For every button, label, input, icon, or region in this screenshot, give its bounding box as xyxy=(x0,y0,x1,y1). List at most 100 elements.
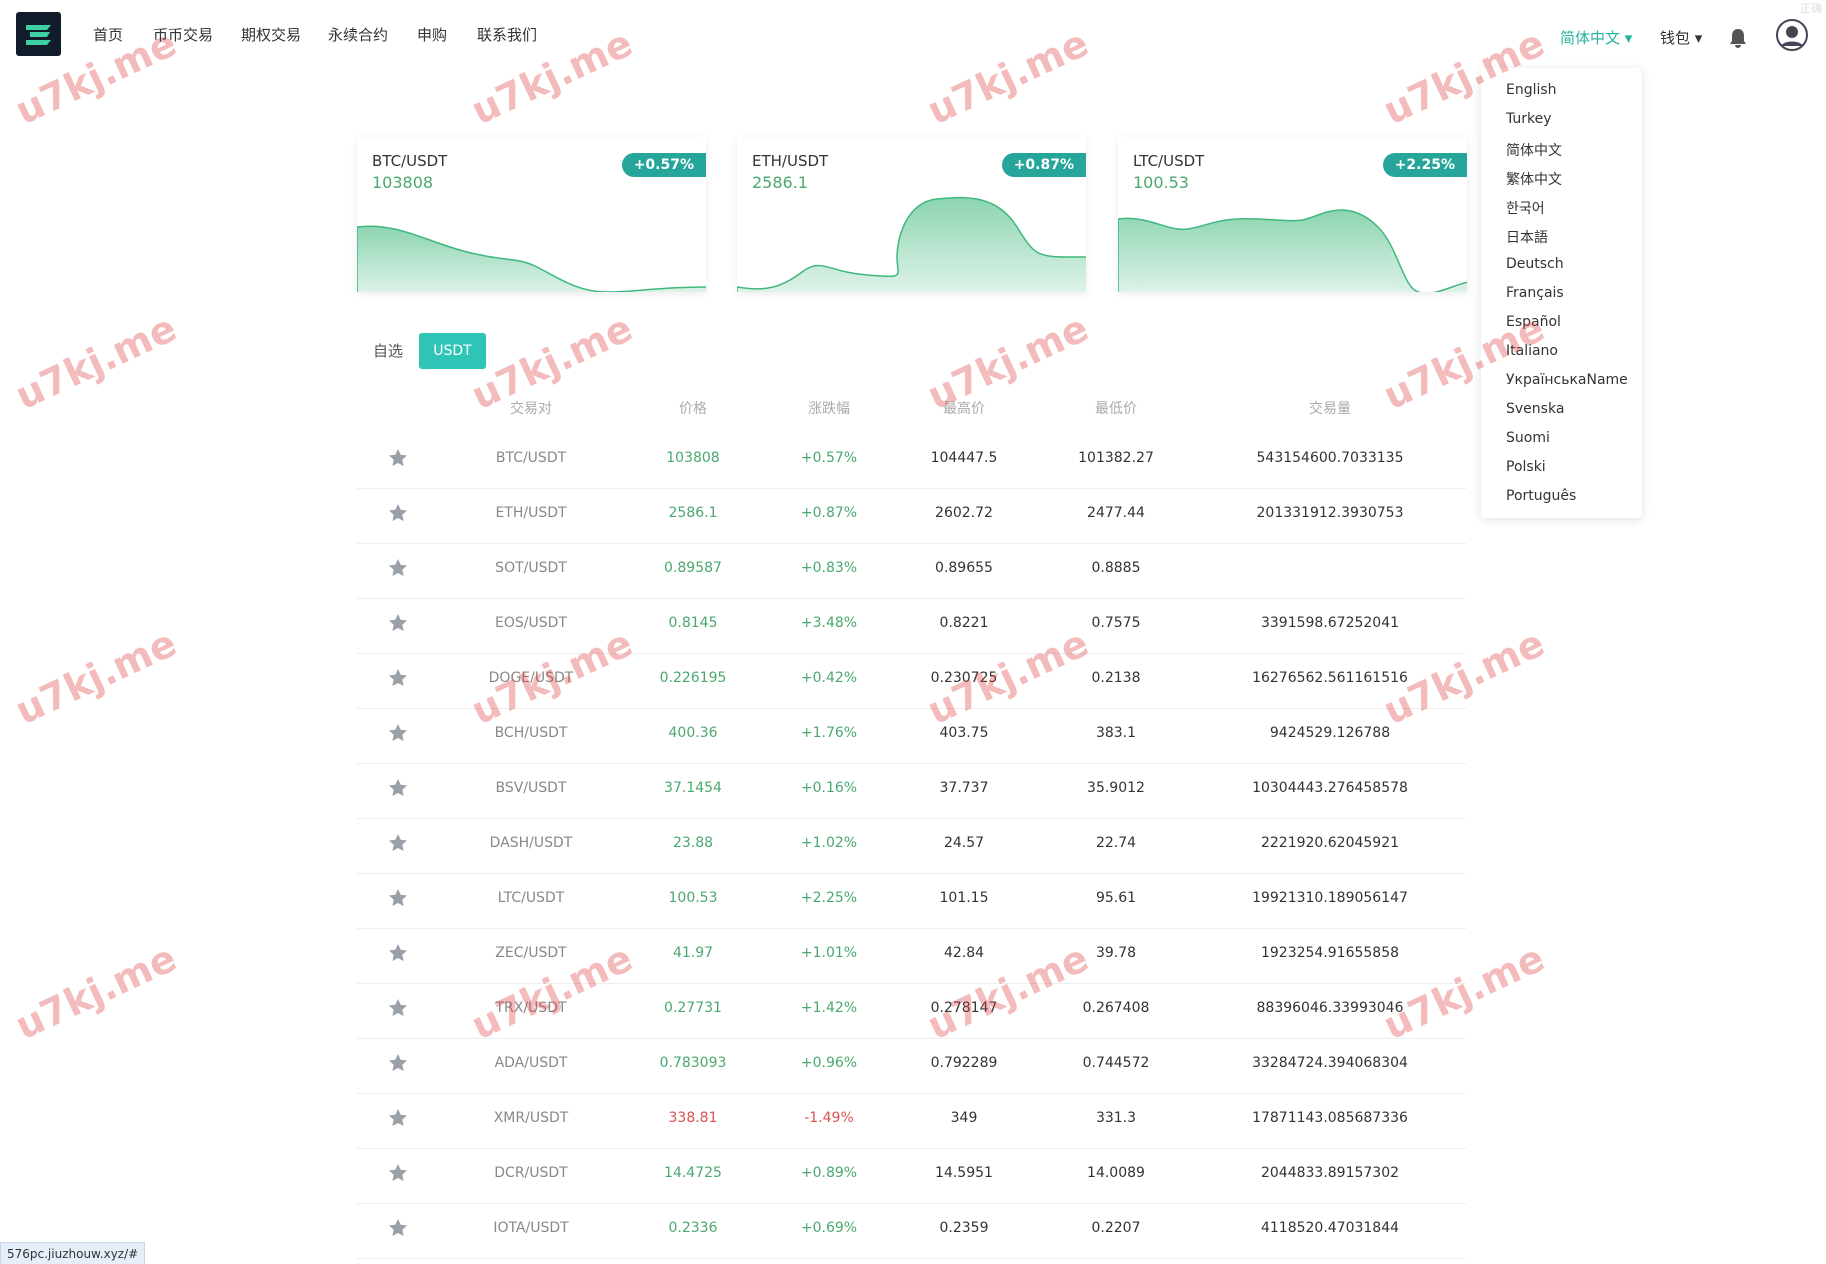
avatar[interactable] xyxy=(1776,19,1808,51)
language-option[interactable]: Italiano xyxy=(1506,343,1558,359)
table-cell: 22.74 xyxy=(1095,835,1137,851)
bell-icon[interactable] xyxy=(1729,28,1747,48)
table-cell: 201331912.3930753 xyxy=(1256,505,1404,521)
watermark: u7kj.me xyxy=(920,20,1095,134)
language-option[interactable]: Español xyxy=(1506,314,1561,330)
language-option[interactable]: УкраїнськаName xyxy=(1506,372,1628,388)
favorite-star[interactable] xyxy=(388,888,408,912)
table-cell[interactable]: XMR/USDT xyxy=(493,1110,569,1126)
table-cell[interactable]: BSV/USDT xyxy=(495,780,567,796)
table-cell[interactable]: LTC/USDT xyxy=(497,890,565,906)
table-cell: 104447.5 xyxy=(930,450,998,466)
table-cell[interactable]: ETH/USDT xyxy=(495,505,567,521)
watermark: u7kj.me xyxy=(920,305,1095,419)
table-cell: 2221920.62045921 xyxy=(1260,835,1400,851)
table-cell: 101382.27 xyxy=(1078,450,1154,466)
nav-link[interactable]: 申购 xyxy=(417,26,448,44)
language-option[interactable]: Français xyxy=(1506,285,1564,301)
ticker-card[interactable]: LTC/USDT 100.53 +2.25% xyxy=(1118,137,1467,292)
table-cell[interactable]: DCR/USDT xyxy=(494,1165,568,1181)
favorite-star[interactable] xyxy=(388,668,408,692)
table-cell: 9424529.126788 xyxy=(1269,725,1391,741)
nav-link[interactable]: 期权交易 xyxy=(241,26,302,44)
table-cell: 400.36 xyxy=(668,725,718,741)
table-cell[interactable]: DASH/USDT xyxy=(489,835,573,851)
card-pair: BTC/USDT xyxy=(372,152,448,170)
favorite-star[interactable] xyxy=(388,503,408,527)
table-cell: 24.57 xyxy=(943,835,985,851)
tab[interactable]: 自选 xyxy=(373,342,404,360)
nav-link[interactable]: 联系我们 xyxy=(477,26,538,44)
favorite-star[interactable] xyxy=(388,448,408,472)
language-option[interactable]: Turkey xyxy=(1506,111,1552,127)
favorite-star[interactable] xyxy=(388,723,408,747)
column-header: 最高价 xyxy=(943,401,985,417)
table-cell[interactable]: ZEC/USDT xyxy=(495,945,567,961)
language-select[interactable]: 简体中文 ▾ xyxy=(1560,29,1633,47)
table-cell: 0.2336 xyxy=(668,1220,718,1236)
language-option[interactable]: Deutsch xyxy=(1506,256,1564,272)
row-divider xyxy=(357,1093,1466,1094)
row-divider xyxy=(357,708,1466,709)
favorite-star[interactable] xyxy=(388,998,408,1022)
table-cell[interactable]: SOT/USDT xyxy=(495,560,567,576)
table-cell: 0.230725 xyxy=(930,670,998,686)
table-cell: 88396046.33993046 xyxy=(1256,1000,1404,1016)
ticker-card[interactable]: BTC/USDT 103808 +0.57% xyxy=(357,137,706,292)
watermark: u7kj.me xyxy=(8,305,183,419)
language-option[interactable]: Polski xyxy=(1506,459,1546,475)
language-option[interactable]: Svenska xyxy=(1506,401,1565,417)
table-cell: 0.278147 xyxy=(930,1000,998,1016)
language-option[interactable]: English xyxy=(1506,82,1557,98)
table-cell[interactable]: DOGE/USDT xyxy=(488,670,574,686)
language-option[interactable]: Suomi xyxy=(1506,430,1550,446)
nav-link[interactable]: 永续合约 xyxy=(328,26,389,44)
table-cell: +0.87% xyxy=(800,505,858,521)
watermark: u7kj.me xyxy=(8,935,183,1049)
card-change: +0.57% xyxy=(621,153,706,177)
table-cell: +0.42% xyxy=(800,670,858,686)
tab-active[interactable]: USDT xyxy=(419,333,486,369)
favorite-star[interactable] xyxy=(388,1108,408,1132)
watermark: u7kj.me xyxy=(1376,935,1551,1049)
language-option[interactable]: 한국어 xyxy=(1506,201,1545,217)
row-divider xyxy=(357,543,1466,544)
table-cell: 0.8221 xyxy=(939,615,989,631)
table-cell: 543154600.7033135 xyxy=(1256,450,1404,466)
row-divider xyxy=(357,1148,1466,1149)
table-cell: 1923254.91655858 xyxy=(1260,945,1400,961)
table-cell: +0.57% xyxy=(800,450,858,466)
table-cell[interactable]: BCH/USDT xyxy=(494,725,568,741)
nav-link[interactable]: 币币交易 xyxy=(153,26,214,44)
favorite-star[interactable] xyxy=(388,613,408,637)
table-cell[interactable]: ADA/USDT xyxy=(494,1055,568,1071)
favorite-star[interactable] xyxy=(388,1218,408,1242)
table-cell[interactable]: BTC/USDT xyxy=(495,450,567,466)
table-cell: 0.89587 xyxy=(664,560,722,576)
table-cell: +3.48% xyxy=(800,615,858,631)
wallet[interactable]: 钱包 xyxy=(1660,29,1691,47)
nav-link[interactable]: 首页 xyxy=(93,26,124,44)
favorite-star[interactable] xyxy=(388,558,408,582)
table-cell: 0.2359 xyxy=(939,1220,989,1236)
card-pair: LTC/USDT xyxy=(1133,152,1205,170)
table-cell[interactable]: EOS/USDT xyxy=(495,615,567,631)
language-option[interactable]: Português xyxy=(1506,488,1577,504)
wallet-menu[interactable]: 钱包 ▾ xyxy=(1660,29,1703,47)
ticker-card[interactable]: ETH/USDT 2586.1 +0.87% xyxy=(737,137,1086,292)
favorite-star[interactable] xyxy=(388,943,408,967)
table-cell[interactable]: TRX/USDT xyxy=(495,1000,567,1016)
favorite-star[interactable] xyxy=(388,833,408,857)
favorite-star[interactable] xyxy=(388,778,408,802)
row-divider xyxy=(357,488,1466,489)
favorite-star[interactable] xyxy=(388,1053,408,1077)
language-option[interactable]: 繁体中文 xyxy=(1506,172,1562,188)
language[interactable]: 简体中文 xyxy=(1560,29,1621,47)
language-option[interactable]: 日本語 xyxy=(1506,230,1548,246)
table-cell: 2586.1 xyxy=(668,505,718,521)
favorite-star[interactable] xyxy=(388,1163,408,1187)
logo[interactable] xyxy=(16,12,61,56)
language-option[interactable]: 简体中文 xyxy=(1506,143,1562,159)
table-cell: 23.88 xyxy=(672,835,714,851)
table-cell[interactable]: IOTA/USDT xyxy=(493,1220,569,1236)
